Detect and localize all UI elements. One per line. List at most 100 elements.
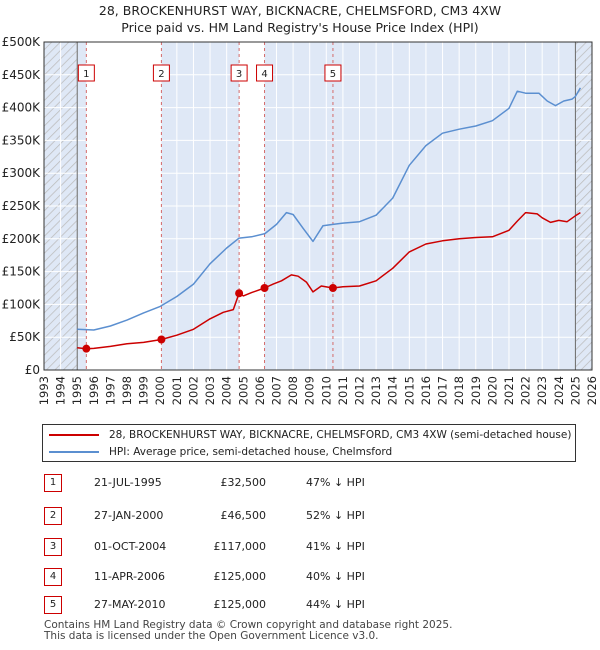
x-tick-label: 1993 bbox=[37, 376, 51, 405]
legend-swatch-hpi bbox=[49, 451, 99, 453]
x-tick-label: 2003 bbox=[203, 376, 217, 405]
transaction-hpi-diff: 40% ↓ HPI bbox=[306, 570, 365, 583]
sale-marker-box bbox=[152, 64, 170, 82]
sale-point bbox=[82, 344, 91, 353]
table-row: 3 01-OCT-2004 £117,000 41% ↓ HPI bbox=[44, 538, 424, 556]
sale-marker-label: 5 bbox=[330, 69, 336, 80]
transaction-date: 27-MAY-2010 bbox=[94, 598, 166, 611]
price-chart: £0 £50K £100K £150K £200K £250K £300K £350K £400… bbox=[2, 35, 599, 405]
x-tick-label: 2019 bbox=[469, 376, 483, 405]
sale-marker-label: 4 bbox=[261, 69, 267, 80]
transaction-date: 27-JAN-2000 bbox=[94, 509, 164, 522]
x-tick-label: 2007 bbox=[269, 376, 283, 405]
x-tick-label: 2002 bbox=[186, 376, 200, 405]
legend-item-property: 28, BROCKENHURST WAY, BICKNACRE, CHELMSF… bbox=[49, 427, 571, 443]
x-tick-label: 1996 bbox=[87, 376, 101, 405]
sale-marker-box bbox=[230, 64, 248, 82]
sale-marker-label: 3 bbox=[236, 69, 242, 80]
x-tick-label: 2021 bbox=[502, 376, 516, 405]
transaction-price: £46,500 bbox=[220, 509, 267, 522]
x-tick-label: 2025 bbox=[568, 376, 582, 405]
x-tick-label: 2010 bbox=[319, 376, 333, 405]
chart-legend: 28, BROCKENHURST WAY, BICKNACRE, CHELMSF… bbox=[42, 424, 576, 462]
sale-point bbox=[260, 284, 269, 292]
transaction-price: £117,000 bbox=[213, 540, 267, 553]
x-tick-label: 2009 bbox=[303, 376, 317, 405]
y-tick-label: £450K bbox=[2, 68, 42, 82]
table-row: 2 27-JAN-2000 £46,500 52% ↓ HPI bbox=[44, 507, 424, 525]
plot-frame bbox=[43, 41, 593, 371]
transaction-date: 01-OCT-2004 bbox=[94, 540, 167, 553]
legend-swatch-property bbox=[49, 434, 99, 436]
series-line-property bbox=[77, 211, 581, 350]
transaction-number: 3 bbox=[44, 538, 62, 556]
sale-point bbox=[235, 289, 244, 298]
series-line-hpi bbox=[77, 87, 582, 331]
y-tick-label: £250K bbox=[2, 199, 42, 213]
y-tick-label: £400K bbox=[2, 101, 42, 115]
x-tick-label: 2012 bbox=[353, 376, 367, 405]
sale-point bbox=[328, 284, 337, 292]
x-tick-label: 1999 bbox=[137, 376, 151, 405]
x-tick-label: 2024 bbox=[552, 376, 566, 405]
y-tick-label: £50K bbox=[9, 330, 41, 344]
footer-line-licence: This data is licensed under the Open Gov… bbox=[44, 630, 379, 642]
transaction-number: 4 bbox=[44, 568, 62, 586]
x-tick-label: 2015 bbox=[402, 376, 416, 405]
transaction-hpi-diff: 44% ↓ HPI bbox=[306, 598, 365, 611]
y-tick-label: £300K bbox=[2, 166, 42, 180]
x-tick-label: 2018 bbox=[452, 376, 466, 405]
x-tick-label: 1997 bbox=[103, 376, 117, 405]
footer-line-copyright: Contains HM Land Registry data © Crown c… bbox=[44, 619, 453, 631]
x-tick-label: 2014 bbox=[386, 376, 400, 405]
legend-label-hpi: HPI: Average price, semi-detached house,… bbox=[109, 446, 393, 458]
transaction-price: £32,500 bbox=[220, 476, 267, 489]
transaction-hpi-diff: 41% ↓ HPI bbox=[306, 540, 365, 553]
sale-point bbox=[157, 335, 166, 344]
sale-marker-box bbox=[77, 64, 95, 82]
table-row: 4 11-APR-2006 £125,000 40% ↓ HPI bbox=[44, 568, 424, 586]
transaction-hpi-diff: 47% ↓ HPI bbox=[306, 476, 365, 489]
y-tick-label: £100K bbox=[2, 297, 42, 311]
x-tick-label: 1995 bbox=[70, 376, 84, 405]
table-row: 1 21-JUL-1995 £32,500 47% ↓ HPI bbox=[44, 474, 424, 492]
x-tick-label: 1994 bbox=[54, 376, 68, 405]
x-tick-label: 2011 bbox=[336, 376, 350, 405]
y-tick-label: £350K bbox=[2, 133, 42, 147]
x-tick-label: 2013 bbox=[369, 376, 383, 405]
transaction-price: £125,000 bbox=[213, 598, 267, 611]
y-tick-label: £150K bbox=[2, 265, 42, 279]
y-tick-label: £200K bbox=[2, 232, 42, 246]
sale-marker-box bbox=[256, 64, 274, 82]
x-tick-label: 2006 bbox=[253, 376, 267, 405]
x-tick-label: 2023 bbox=[535, 376, 549, 405]
y-tick-label: £500K bbox=[2, 35, 42, 49]
sale-marker-box bbox=[324, 64, 342, 82]
x-tick-label: 2000 bbox=[153, 376, 167, 405]
x-tick-label: 2020 bbox=[485, 376, 499, 405]
x-tick-label: 2017 bbox=[436, 376, 450, 405]
chart-title-line2: Price paid vs. HM Land Registry's House … bbox=[121, 20, 479, 35]
transaction-number: 1 bbox=[44, 474, 62, 492]
x-tick-label: 2001 bbox=[170, 376, 184, 405]
x-tick-label: 2026 bbox=[585, 376, 599, 405]
legend-label-property: 28, BROCKENHURST WAY, BICKNACRE, CHELMSF… bbox=[109, 429, 572, 441]
x-tick-label: 2022 bbox=[519, 376, 533, 405]
footer-attribution: Contains HM Land Registry data © Crown c… bbox=[44, 620, 452, 642]
x-tick-label: 2016 bbox=[419, 376, 433, 405]
x-tick-label: 1998 bbox=[120, 376, 134, 405]
chart-title-line1: 28, BROCKENHURST WAY, BICKNACRE, CHELMSF… bbox=[98, 3, 502, 18]
transaction-date: 21-JUL-1995 bbox=[94, 476, 162, 489]
table-row: 5 27-MAY-2010 £125,000 44% ↓ HPI bbox=[44, 596, 424, 614]
x-tick-label: 2004 bbox=[220, 376, 234, 405]
x-tick-label: 2008 bbox=[286, 376, 300, 405]
transaction-number: 5 bbox=[44, 596, 62, 614]
transaction-hpi-diff: 52% ↓ HPI bbox=[306, 509, 365, 522]
transaction-date: 11-APR-2006 bbox=[94, 570, 166, 583]
y-tick-label: £0 bbox=[25, 363, 40, 377]
transaction-price: £125,000 bbox=[213, 570, 267, 583]
sale-marker-label: 2 bbox=[158, 69, 164, 80]
legend-item-hpi: HPI: Average price, semi-detached house,… bbox=[49, 444, 392, 460]
x-tick-label: 2005 bbox=[236, 376, 250, 405]
sale-marker-label: 1 bbox=[83, 69, 89, 80]
